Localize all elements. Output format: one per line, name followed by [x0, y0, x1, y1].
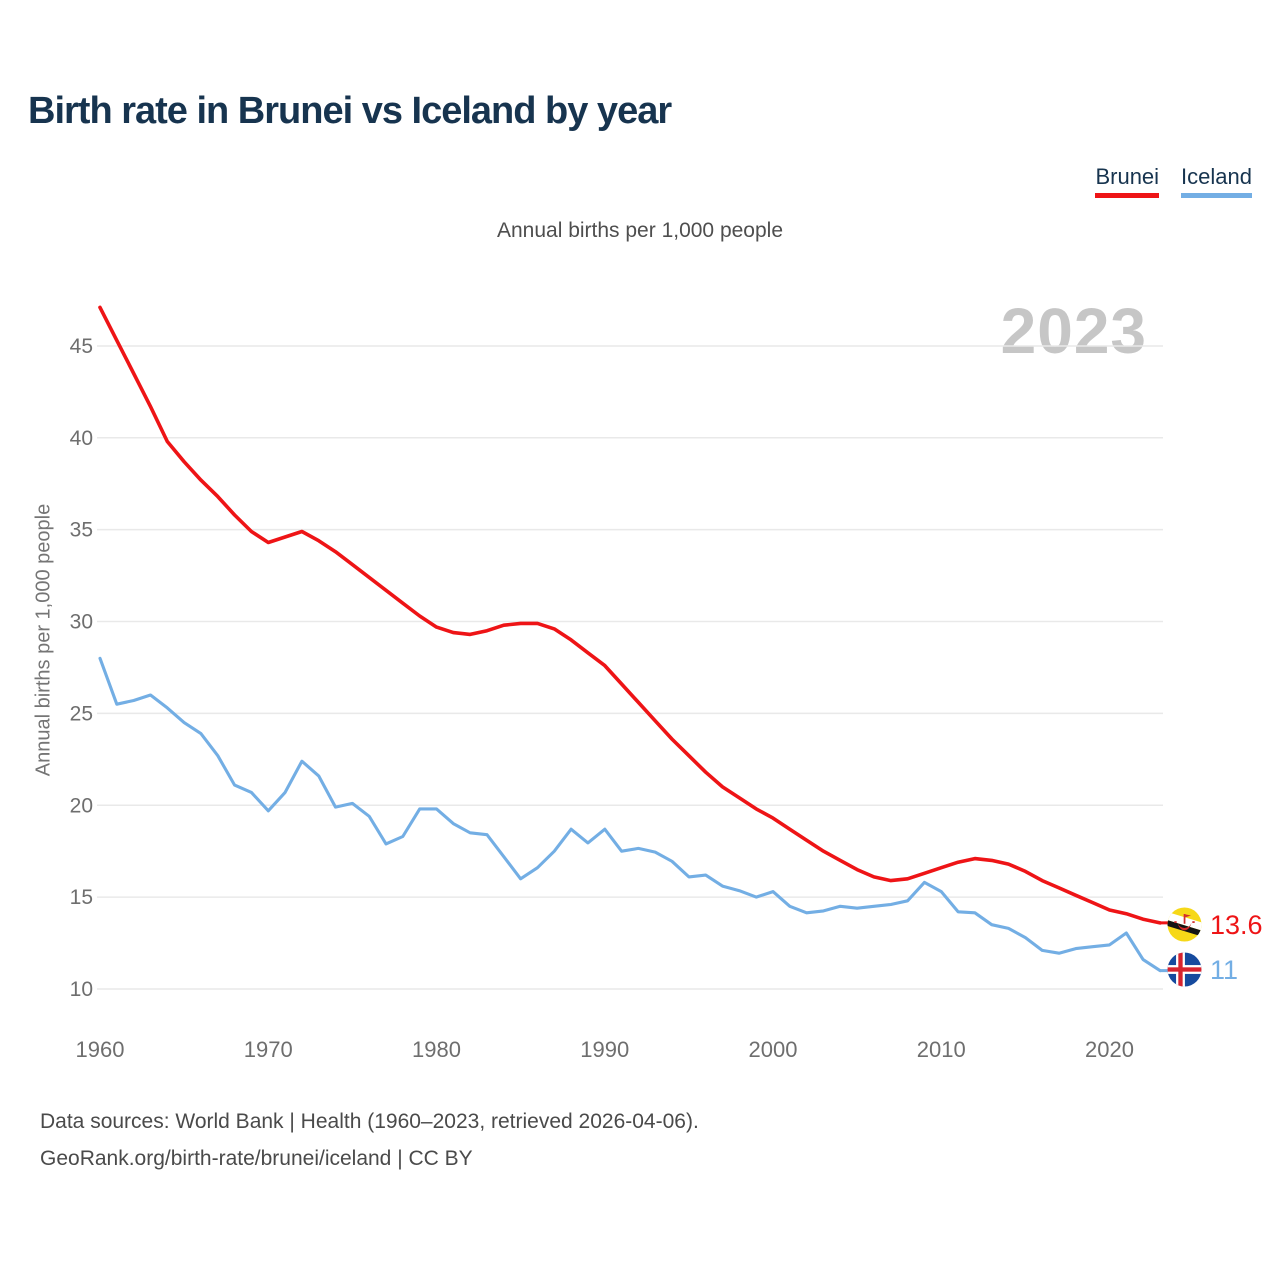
y-tick-label: 20 [70, 794, 93, 817]
year-watermark: 2023 [1000, 295, 1147, 367]
footer-sources: Data sources: World Bank | Health (1960–… [40, 1110, 699, 1133]
footer: Data sources: World Bank | Health (1960–… [40, 1103, 699, 1177]
x-tick-label: 2000 [749, 1037, 798, 1062]
iceland-end-value: 11 [1210, 954, 1239, 985]
chart-plot-area: 10 15 20 25 30 35 40 45 1960 1970 1980 1990 2000 2010… [70, 305, 1172, 1062]
x-tick-label: 2020 [1085, 1037, 1134, 1062]
footer-link: GeoRank.org/birth-rate/brunei/iceland | … [40, 1147, 473, 1170]
chart-subtitle: Annual births per 1,000 people [496, 219, 784, 242]
legend-item-brunei[interactable]: Brunei [1095, 164, 1160, 198]
x-tick-label: 2010 [917, 1037, 966, 1062]
brunei-line [98, 305, 1162, 925]
brunei-end-label: 13.6 [1167, 907, 1263, 942]
x-tick-label: 1960 [76, 1037, 125, 1062]
y-tick-label: 45 [70, 335, 93, 358]
y-tick-label: 35 [70, 519, 93, 542]
y-tick-label: 30 [70, 611, 93, 634]
iceland-end-label: 11 [1167, 952, 1238, 987]
iceland-flag-icon [1167, 952, 1202, 987]
x-tick-label: 1990 [580, 1037, 629, 1062]
y-tick-label: 10 [70, 978, 93, 1001]
page-title: Birth rate in Brunei vs Iceland by year [28, 90, 672, 132]
x-tick-label: 1970 [244, 1037, 293, 1062]
iceland-line [98, 656, 1162, 973]
legend-label-brunei[interactable]: Brunei [1095, 164, 1160, 189]
y-tick-label: 25 [70, 702, 93, 725]
legend-item-iceland[interactable]: Iceland [1181, 165, 1252, 198]
legend: Brunei Iceland [1095, 165, 1252, 198]
y-tick-label: 40 [70, 427, 93, 450]
legend-underline-brunei [1095, 193, 1160, 198]
legend-underline-iceland [1181, 193, 1252, 198]
legend-label-iceland[interactable]: Iceland [1181, 164, 1252, 189]
x-tick-label: 1980 [412, 1037, 461, 1062]
brunei-flag-icon [1167, 907, 1202, 942]
brunei-end-value: 13.6 [1210, 909, 1263, 940]
y-tick-label: 15 [70, 886, 93, 909]
